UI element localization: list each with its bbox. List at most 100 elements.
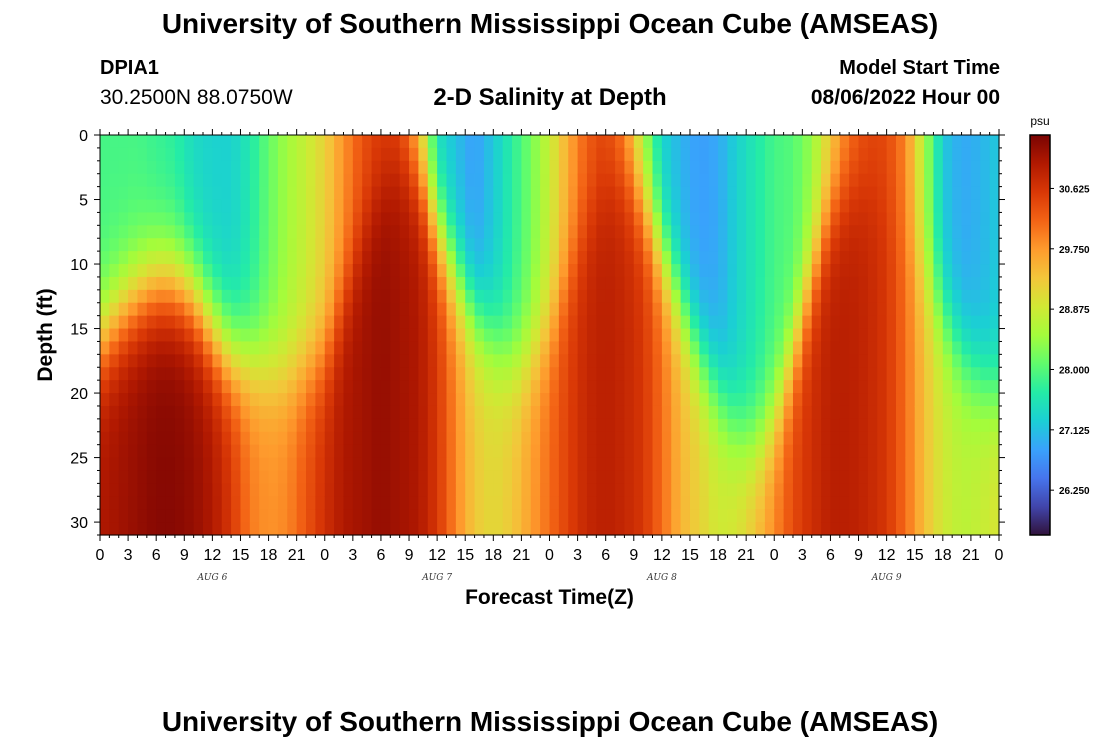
heatmap-cell [708,470,719,484]
heatmap-cell [849,251,860,265]
heatmap-cell [661,457,672,472]
heatmap-cell [109,264,120,278]
heatmap-cell [343,238,354,252]
heatmap-cell [540,186,551,201]
heatmap-cell [568,393,579,407]
heatmap-cell [287,251,298,265]
heatmap-cell [652,354,663,368]
heatmap-cell [699,302,710,317]
heatmap-cell [652,289,663,304]
heatmap-cell [203,470,213,484]
heatmap-cell [474,405,485,420]
heatmap-cell [221,238,232,252]
heatmap-cell [212,264,223,278]
heatmap-cell [259,457,270,472]
heatmap-cell [174,147,185,162]
heatmap-cell [605,496,616,510]
heatmap-cell [792,315,803,330]
heatmap-cell [221,393,232,407]
heatmap-cell [577,173,588,188]
heatmap-cell [240,418,251,433]
heatmap-cell [961,186,972,201]
heatmap-cell [418,496,429,510]
heatmap-cell [774,496,785,510]
heatmap-cell [128,457,139,472]
heatmap-cell [577,393,588,407]
heatmap-cell [755,367,766,381]
heatmap-cell [727,186,738,201]
heatmap-cell [100,444,110,459]
heatmap-cell [577,289,588,304]
heatmap-cell [942,173,953,188]
heatmap-cell [212,380,223,394]
heatmap-cell [680,522,691,536]
heatmap-cell [193,393,204,407]
heatmap-cell [306,315,316,330]
heatmap-cell [324,405,335,420]
heatmap-cell [727,367,738,381]
heatmap-cell [811,405,822,420]
heatmap-cell [296,238,307,252]
heatmap-cell [493,186,504,201]
heatmap-cell [605,173,616,188]
heatmap-cell [306,173,316,188]
heatmap-cell [802,509,813,523]
heatmap-cell [137,302,148,317]
heatmap-cell [615,470,626,484]
heatmap-cell [259,367,270,381]
heatmap-cells [100,135,1000,536]
heatmap-cell [156,431,167,446]
heatmap-cell [540,328,551,343]
heatmap-cell [615,328,626,343]
heatmap-cell [437,302,448,317]
heatmap-cell [109,212,120,226]
heatmap-cell [643,160,654,175]
heatmap-cell [830,302,841,317]
heatmap-cell [914,328,925,343]
heatmap-cell [568,135,579,149]
heatmap-cell [549,483,560,497]
heatmap-cell [193,186,204,201]
heatmap-cell [137,522,148,536]
heatmap-cell [174,199,185,214]
heatmap-cell [633,405,644,420]
heatmap-cell [877,315,888,330]
heatmap-cell [596,522,607,536]
heatmap-cell [118,457,129,472]
heatmap-cell [137,496,148,510]
heatmap-cell [437,264,448,278]
heatmap-cell [474,418,485,433]
heatmap-cell [764,173,775,188]
heatmap-cell [493,160,504,175]
heatmap-cell [137,251,148,265]
heatmap-cell [961,315,972,330]
heatmap-cell [352,393,363,407]
heatmap-cell [952,496,963,510]
heatmap-cell [277,315,288,330]
heatmap-cell [512,276,522,291]
heatmap-cell [895,212,906,226]
heatmap-cell [633,147,644,162]
heatmap-cell [465,135,476,149]
heatmap-cell [540,341,551,355]
heatmap-cell [914,315,925,330]
heatmap-cell [568,238,579,252]
heatmap-cell [465,380,476,394]
heatmap-cell [689,212,700,226]
heatmap-cell [409,341,419,355]
heatmap-cell [718,147,729,162]
heatmap-cell [755,315,766,330]
heatmap-cell [474,431,485,446]
heatmap-cell [905,212,916,226]
heatmap-cell [165,509,176,523]
heatmap-cell [933,238,944,252]
heatmap-cell [287,367,298,381]
heatmap-cell [970,483,981,497]
heatmap-cell [764,160,775,175]
heatmap-cell [605,380,616,394]
heatmap-cell [849,470,860,484]
heatmap-cell [212,276,223,291]
heatmap-cell [774,444,785,459]
heatmap-cell [483,457,494,472]
heatmap-cell [905,251,916,265]
